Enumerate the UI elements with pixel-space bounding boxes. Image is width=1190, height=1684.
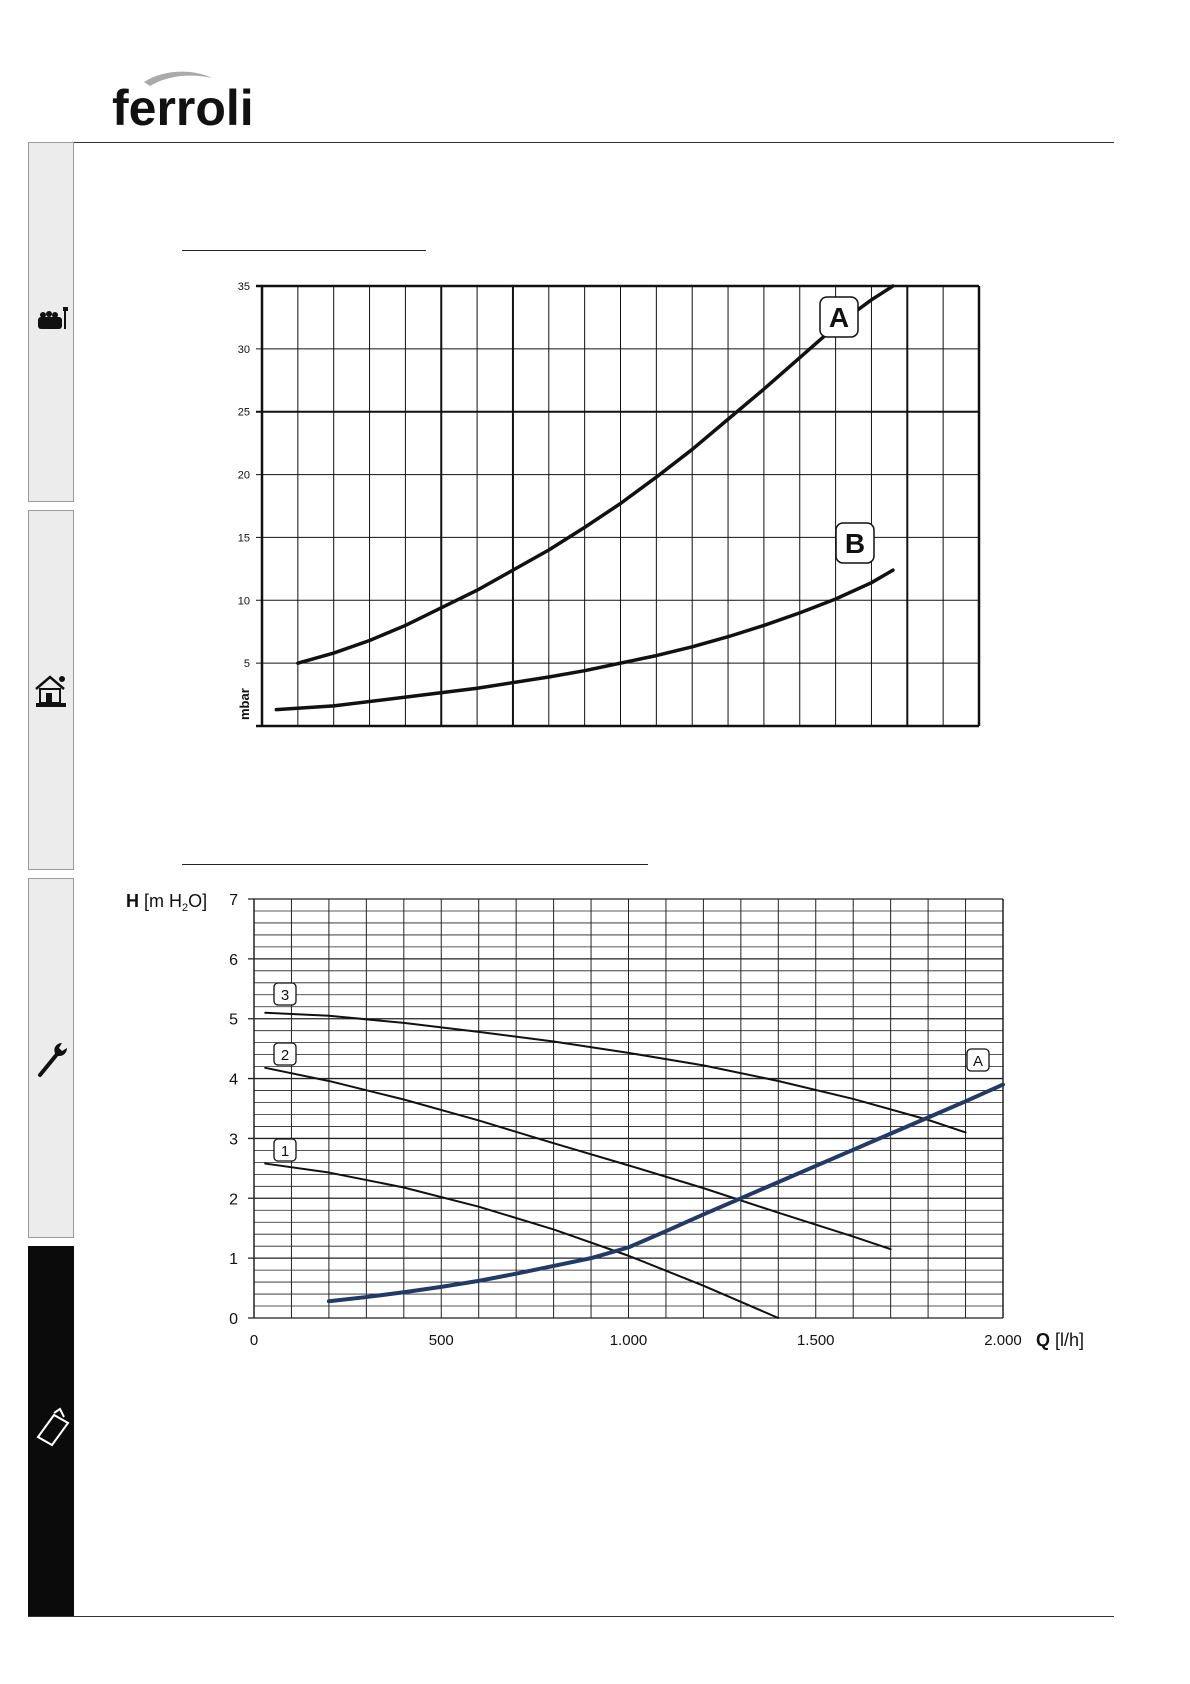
chart2-series-3-label: 3 — [281, 987, 289, 1004]
chart2-series-1-label: 1 — [281, 1143, 289, 1160]
chart2-series-3-line — [264, 1011, 967, 1134]
chart2-series-1-line — [264, 1162, 780, 1319]
user-sofa-icon — [38, 307, 68, 329]
side-tab-technical-data[interactable] — [28, 1246, 74, 1616]
chart2-series-2-line — [264, 1066, 892, 1251]
chart2-y-tick-label: 0 — [229, 1311, 238, 1328]
chart2-series-a-line — [326, 1082, 1005, 1304]
chart1-series-b-label: B — [845, 528, 865, 559]
chart1-series-b-line — [274, 568, 895, 712]
chart2-x-tick-label: 0 — [250, 1332, 258, 1349]
chart1-series-a-label: A — [829, 302, 849, 333]
chart2-labels: 0 1 2 3 4 5 6 7 0 500 1.000 1.500 2.000 H [m H2O] Q [l… — [126, 891, 1084, 1350]
logo-text: ferroli — [112, 80, 252, 136]
chart1-y-tick-label: 10 — [238, 595, 250, 607]
chart2-x-tick-label: 2.000 — [984, 1332, 1022, 1349]
ferroli-logo: ferroli — [112, 71, 252, 136]
chart2-y-tick-label: 3 — [229, 1131, 238, 1148]
chart2-xlabel: Q [l/h] — [1036, 1330, 1084, 1350]
chart2-y-tick-label: 7 — [229, 892, 238, 909]
clipboard-icon — [36, 1407, 70, 1447]
chart1-grid — [256, 284, 981, 728]
chart2-series-2-label-box — [273, 1042, 297, 1066]
chart1-labels: 35 30 25 20 15 10 5 mbar A B — [237, 281, 875, 720]
chart1-y-tick-label: 5 — [244, 658, 250, 670]
chart1-series — [274, 284, 895, 712]
chart2-y-tick-label: 6 — [229, 952, 238, 969]
chart1-series-a-line — [296, 284, 895, 665]
chart2-y-tick-label: 2 — [229, 1191, 238, 1208]
chart1-y-tick-label: 30 — [238, 344, 250, 356]
chart2-title-rule — [182, 864, 648, 865]
side-tab-service[interactable] — [28, 878, 74, 1238]
chart1-y-tick-label: 35 — [238, 281, 250, 293]
header-rule — [28, 142, 1114, 143]
chart2-series-3-label-box — [273, 982, 297, 1006]
chart1-y-tick-label: 15 — [238, 532, 250, 544]
chart2-series-a-label-box — [966, 1048, 990, 1072]
chart2-series-2-label: 2 — [281, 1047, 289, 1064]
chart2-x-tick-label: 1.500 — [797, 1332, 835, 1349]
side-tab-user[interactable] — [28, 142, 74, 502]
installer-house-icon — [35, 675, 66, 707]
chart1-series-b-label-box — [835, 522, 875, 564]
chart2-series-a-label: A — [973, 1053, 983, 1070]
chart2-series — [264, 1011, 1005, 1319]
chart1-series-a-label-box — [819, 296, 859, 338]
chart2-y-tick-label: 1 — [229, 1251, 238, 1268]
chart2-x-tick-label: 500 — [429, 1332, 454, 1349]
footer-rule — [28, 1616, 1114, 1617]
chart2-y-tick-label: 4 — [229, 1072, 238, 1089]
chart2-y-tick-label: 5 — [229, 1012, 238, 1029]
chart1-y-tick-label: 25 — [238, 407, 250, 419]
chart2-series-1-label-box — [273, 1138, 297, 1162]
side-tab-installer[interactable] — [28, 510, 74, 870]
chart2-ylabel: H [m H2O] — [126, 891, 207, 914]
chart2-x-tick-label: 1.000 — [610, 1332, 648, 1349]
chart1-ylabel: mbar — [237, 688, 252, 720]
wrench-icon — [38, 1043, 67, 1077]
chart1-title-rule — [182, 250, 426, 251]
chart1-y-tick-label: 20 — [238, 470, 250, 482]
chart2-grid — [248, 898, 1004, 1319]
